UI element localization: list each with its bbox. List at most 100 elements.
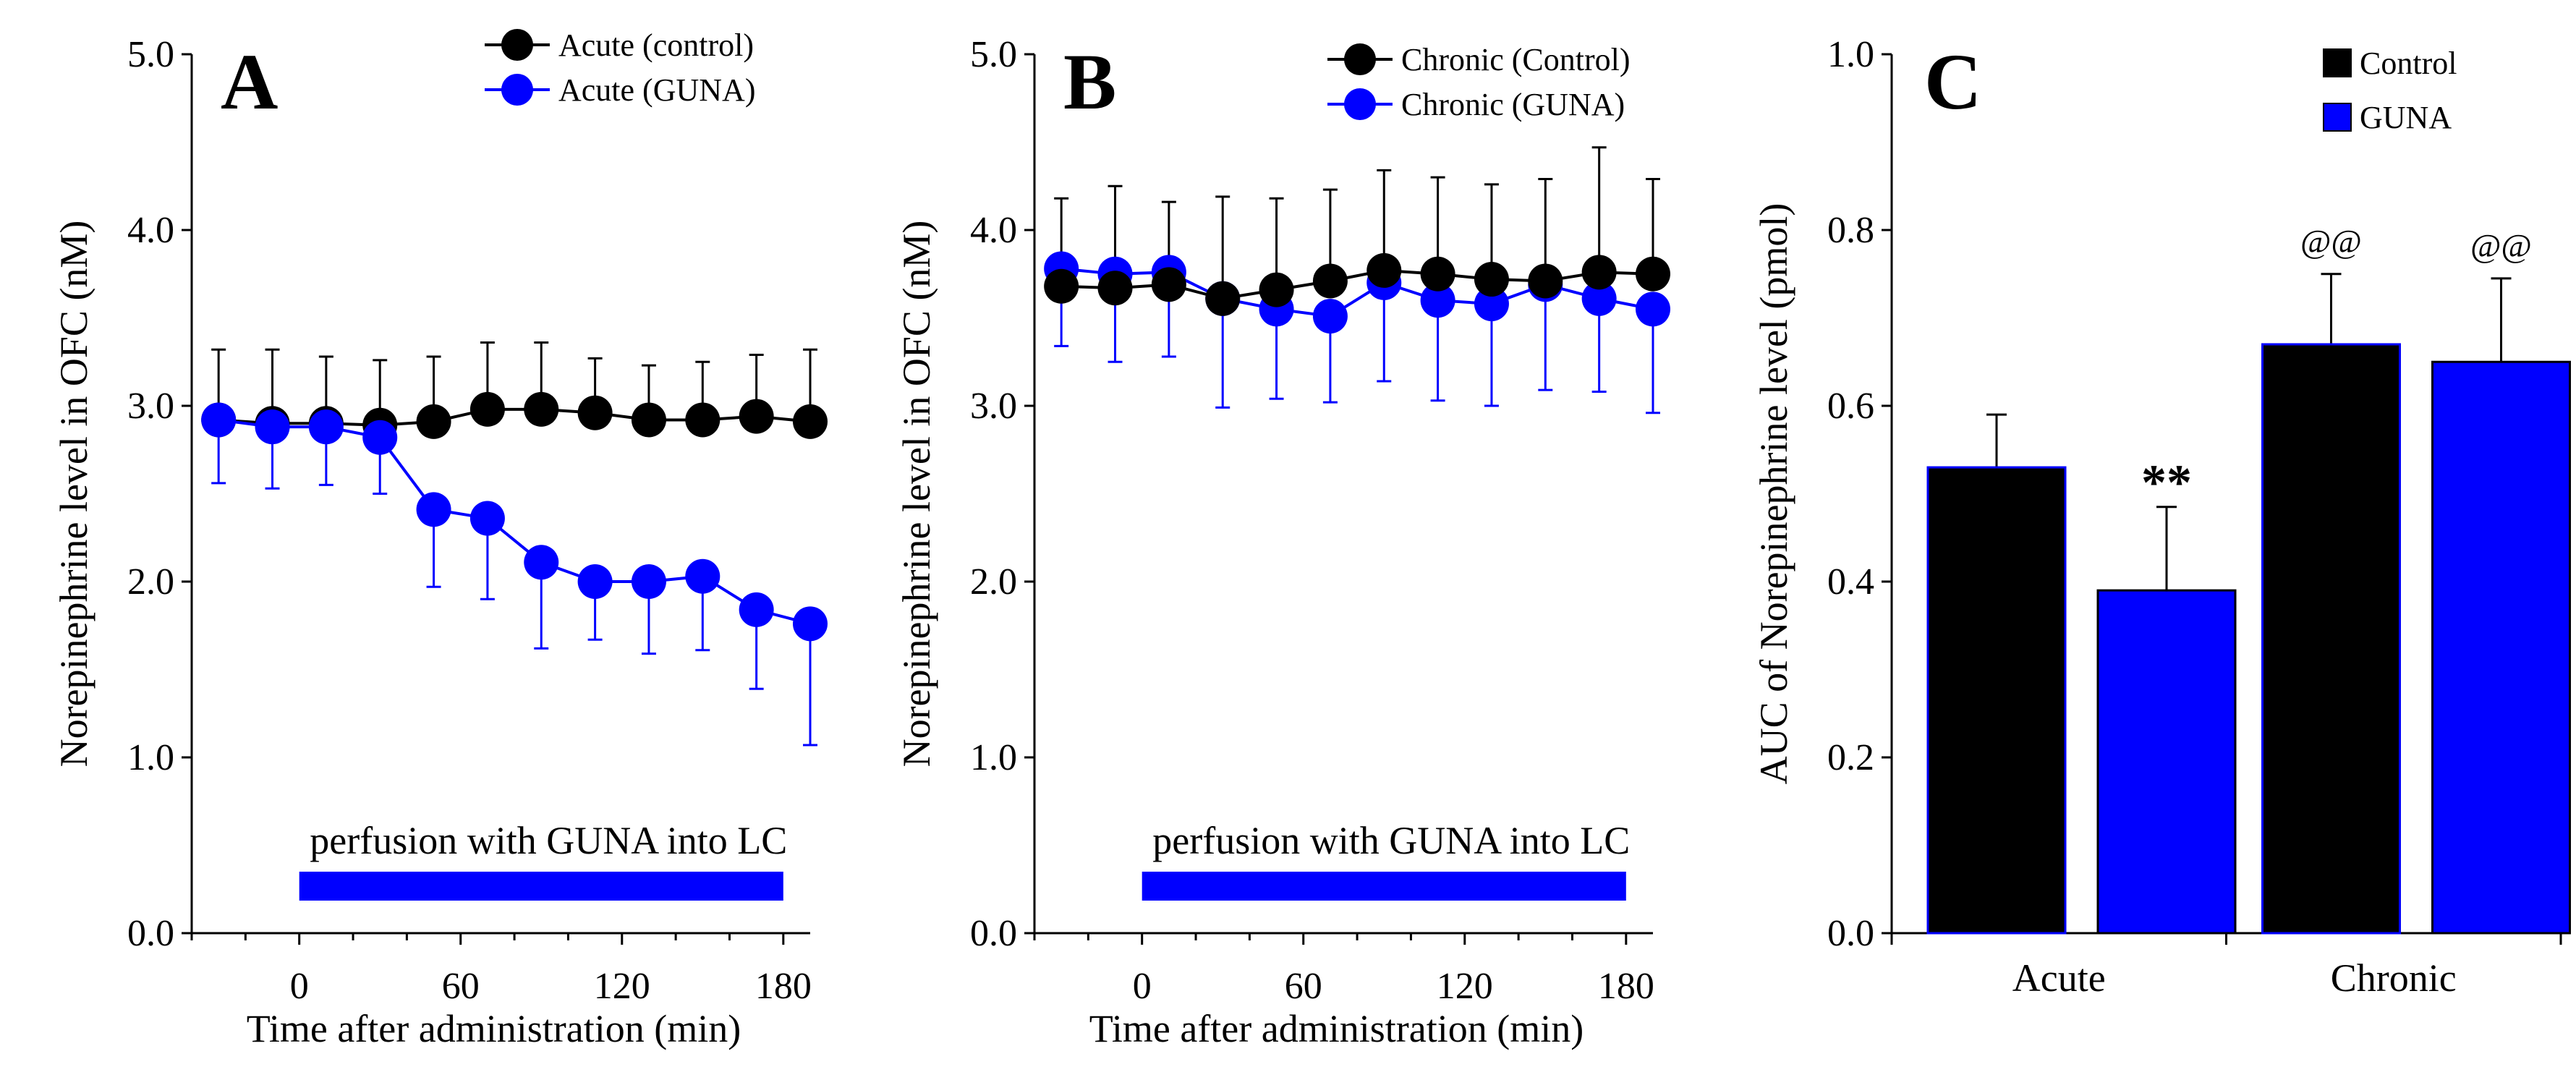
significance-annotation: @@ xyxy=(2470,227,2532,264)
bar xyxy=(1926,466,2067,935)
y-tick-label: 0.0 xyxy=(970,913,1017,954)
x-tick-label: 0 xyxy=(1133,966,1152,1007)
legend-label: Chronic (Control) xyxy=(1401,42,1631,77)
data-point xyxy=(685,402,720,438)
perfusion-label: perfusion with GUNA into LC xyxy=(1152,819,1630,862)
y-axis-title: Norepinephrine level in OFC (nM) xyxy=(895,221,938,768)
x-axis-title: Time after administration (min) xyxy=(1089,1007,1584,1050)
data-point xyxy=(1312,263,1348,299)
y-tick-label: 1.0 xyxy=(1827,34,1874,75)
data-point xyxy=(685,558,720,594)
data-point xyxy=(1420,256,1455,292)
data-point xyxy=(524,545,559,580)
y-tick-label: 0.6 xyxy=(1827,386,1874,427)
legend-marker xyxy=(501,74,533,106)
data-point xyxy=(793,606,828,642)
data-point xyxy=(469,501,505,536)
panel-b: 0.0 1.0 2.0 3.0 4.0 5.0 0 60 120 180 Time after ad… xyxy=(895,34,1670,1050)
data-point xyxy=(416,492,451,527)
series-line xyxy=(218,407,811,427)
data-point xyxy=(201,402,237,438)
data-point xyxy=(524,391,559,427)
y-tick-label: 5.0 xyxy=(970,34,1017,75)
y-tick-label: 0.0 xyxy=(1827,913,1874,954)
data-point xyxy=(1581,255,1617,290)
data-point xyxy=(1581,281,1617,316)
y-tick-label: 2.0 xyxy=(127,561,174,603)
y-tick-label: 1.0 xyxy=(970,737,1017,778)
y-tick-label: 2.0 xyxy=(970,561,1017,603)
data-point xyxy=(255,409,290,445)
x-tick-label: 120 xyxy=(594,966,650,1007)
series-line xyxy=(218,418,811,626)
legend-swatch xyxy=(2323,103,2352,132)
data-point xyxy=(1636,292,1670,327)
perfusion-bar xyxy=(299,872,783,901)
x-tick-label: 180 xyxy=(755,966,812,1007)
data-point xyxy=(308,409,344,445)
data-point xyxy=(1420,283,1455,318)
x-tick-label: 60 xyxy=(1285,966,1322,1007)
data-point xyxy=(1366,252,1402,288)
data-point xyxy=(793,404,828,439)
legend-marker xyxy=(1344,88,1376,120)
y-tick-label: 3.0 xyxy=(127,386,174,427)
y-tick-label: 0.4 xyxy=(1827,561,1874,603)
data-point xyxy=(1312,299,1348,334)
data-point xyxy=(1151,267,1186,302)
perfusion-label: perfusion with GUNA into LC xyxy=(310,819,787,862)
bar xyxy=(2096,589,2237,935)
y-tick-label: 4.0 xyxy=(970,210,1017,251)
legend-label: Control xyxy=(2360,46,2457,81)
x-axis-title: Time after administration (min) xyxy=(247,1007,741,1050)
data-point xyxy=(1259,272,1294,307)
panel-letter: C xyxy=(1924,38,1981,126)
data-point xyxy=(739,592,774,627)
series-line xyxy=(1061,268,1654,300)
x-tick-label: 0 xyxy=(290,966,309,1007)
legend-swatch xyxy=(2323,48,2352,77)
panel-c: 0.0 0.2 0.4 0.6 0.8 1.0 Acute Chronic ** @@ @@ AUC … xyxy=(1752,34,2571,1000)
legend-marker xyxy=(1344,43,1376,75)
data-point xyxy=(739,399,774,434)
legend-label: Acute (GUNA) xyxy=(558,72,755,108)
x-tick-label: 180 xyxy=(1598,966,1654,1007)
data-point xyxy=(1097,271,1133,306)
significance-annotation: ** xyxy=(2141,456,2192,511)
legend-label: Chronic (GUNA) xyxy=(1401,87,1625,122)
data-point xyxy=(469,391,505,427)
data-point xyxy=(1474,286,1509,322)
x-category-label: Acute xyxy=(2012,956,2106,1000)
y-axis-title: AUC of Norepinephrine level (pmol) xyxy=(1752,203,1795,785)
data-point xyxy=(1044,268,1079,304)
y-tick-label: 1.0 xyxy=(127,737,174,778)
panel-a: 0.0 1.0 2.0 3.0 4.0 5.0 0 60 120 180 Time after ad… xyxy=(52,27,828,1050)
data-point xyxy=(631,564,666,599)
panel-letter: B xyxy=(1063,38,1116,126)
x-tick-label: 60 xyxy=(442,966,480,1007)
perfusion-bar xyxy=(1142,872,1626,901)
data-point xyxy=(631,402,666,438)
x-category-label: Chronic xyxy=(2331,956,2457,1000)
y-tick-label: 0.2 xyxy=(1827,737,1874,778)
x-tick-label: 120 xyxy=(1437,966,1493,1007)
y-tick-label: 4.0 xyxy=(127,210,174,251)
data-point xyxy=(1474,262,1509,297)
legend-marker xyxy=(501,29,533,61)
y-tick-label: 3.0 xyxy=(970,386,1017,427)
data-point xyxy=(577,395,613,430)
data-point xyxy=(362,420,398,455)
bar xyxy=(2261,343,2401,935)
legend-label: GUNA xyxy=(2360,100,2452,135)
y-tick-label: 5.0 xyxy=(127,34,174,75)
legend-label: Acute (control) xyxy=(558,27,754,63)
data-point xyxy=(1636,256,1670,292)
data-point xyxy=(1205,281,1241,316)
y-tick-label: 0.0 xyxy=(127,913,174,954)
y-tick-label: 0.8 xyxy=(1827,210,1874,251)
data-point xyxy=(1528,263,1563,299)
bar xyxy=(2431,360,2571,935)
data-point xyxy=(416,404,451,439)
data-point xyxy=(577,564,613,599)
